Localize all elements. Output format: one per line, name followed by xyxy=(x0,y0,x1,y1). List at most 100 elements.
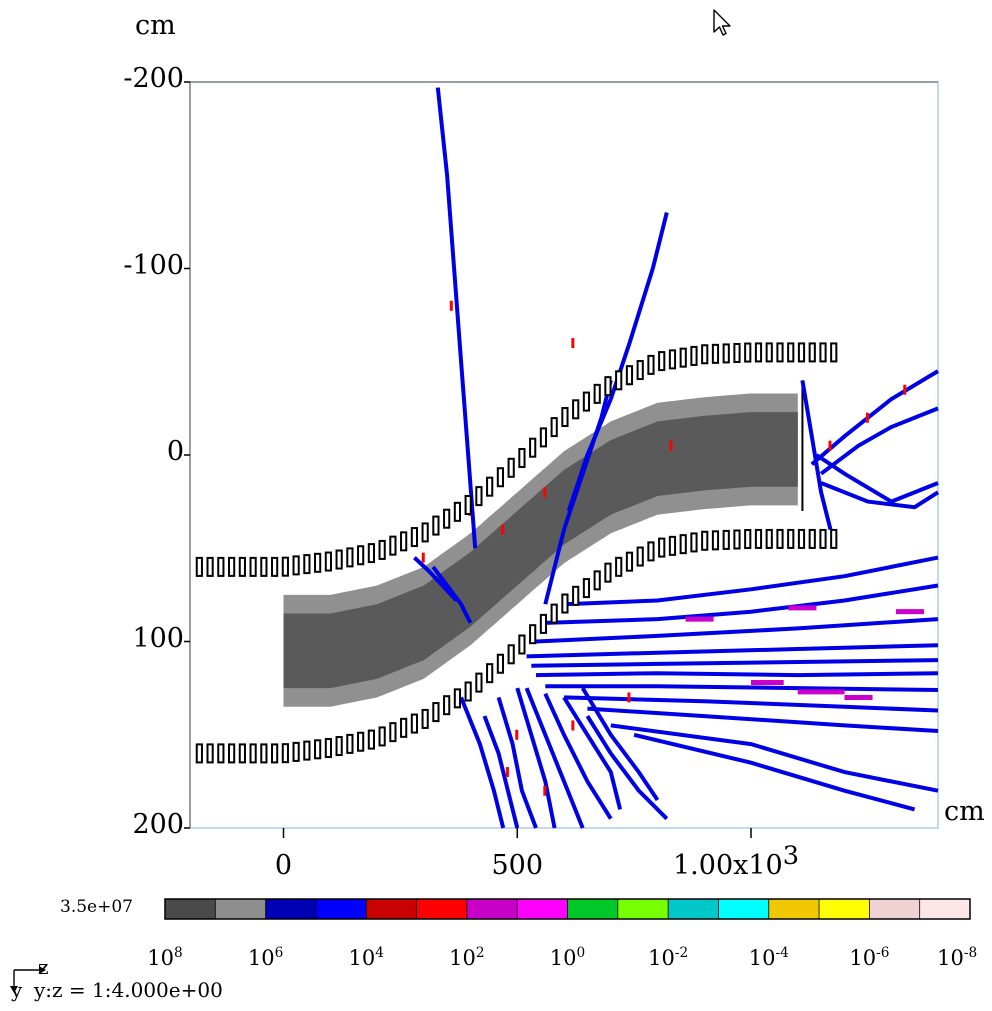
magnet-block-lower xyxy=(443,695,451,716)
magnet-block-lower xyxy=(539,613,548,634)
particle-track xyxy=(435,87,478,549)
mouse-pointer-icon xyxy=(713,9,731,36)
magnet-block-lower xyxy=(625,551,634,572)
particle-tracks-group xyxy=(413,87,940,829)
magnet-block-lower xyxy=(733,529,741,550)
magnet-block-upper xyxy=(260,556,268,577)
color-scale-swatch xyxy=(919,899,970,919)
magnet-block-lower xyxy=(561,593,569,614)
track-deposit-red xyxy=(543,487,547,498)
track-deposit-red xyxy=(543,785,547,796)
track-deposit-red xyxy=(449,300,453,311)
particle-track xyxy=(526,643,939,659)
orientation-icon-group xyxy=(10,966,46,993)
magnet-block-upper xyxy=(314,552,322,573)
magnet-block-upper xyxy=(400,531,408,552)
magnet-block-lower xyxy=(754,528,763,549)
magnet-block-upper xyxy=(797,342,806,363)
aspect-ratio-label: y:z = 1:4.000e+00 xyxy=(34,978,223,1002)
magnet-block-lower xyxy=(808,528,816,549)
magnet-block-upper xyxy=(453,501,462,522)
particle-track xyxy=(585,715,669,821)
magnet-block-upper xyxy=(432,515,440,536)
magnet-block-upper xyxy=(561,407,569,428)
magnet-block-lower xyxy=(722,529,730,550)
particle-track xyxy=(800,380,833,531)
magnet-block-lower xyxy=(711,530,720,551)
magnet-block-lower xyxy=(572,585,580,606)
magnet-block-lower xyxy=(744,529,752,550)
particle-track xyxy=(563,695,939,713)
magnet-block-upper xyxy=(378,539,386,560)
color-scale-swatch xyxy=(315,899,367,919)
magnet-block-lower xyxy=(389,722,397,743)
magnet-block-lower xyxy=(260,743,268,764)
color-scale-swatch xyxy=(517,899,568,919)
magnet-block-upper xyxy=(711,343,720,364)
magnet-block-upper xyxy=(593,383,601,404)
color-scale-swatch xyxy=(215,899,266,919)
particle-track xyxy=(535,617,939,644)
magnet-block-upper xyxy=(722,343,730,364)
magnet-block-upper xyxy=(281,556,289,577)
magnet-block-lower xyxy=(765,528,773,549)
magnet-block-lower xyxy=(314,739,322,760)
color-scale-swatch xyxy=(265,899,316,919)
magnet-block-lower xyxy=(228,743,236,764)
color-scale-tick-label: 10-8 xyxy=(937,945,978,970)
magnet-block-lower xyxy=(593,570,601,591)
magnet-block-upper xyxy=(690,345,698,366)
magnet-block-upper xyxy=(389,535,397,556)
magnet-block-lower xyxy=(357,731,365,752)
track-deposit-red xyxy=(421,552,425,563)
magnet-block-upper xyxy=(744,342,752,363)
magnet-block-upper xyxy=(357,545,365,566)
particle-track xyxy=(515,687,557,829)
magnet-block-upper xyxy=(765,342,773,363)
magnet-block-lower xyxy=(787,528,795,549)
magnet-block-lower xyxy=(615,556,623,577)
particle-track xyxy=(610,723,939,793)
magnet-block-upper xyxy=(206,556,214,577)
color-scale-swatch xyxy=(165,899,216,919)
color-scale-tick-label: 102 xyxy=(449,945,485,970)
particle-track xyxy=(815,453,939,504)
magnet-block-lower xyxy=(475,672,483,693)
x-tick-label: 500 xyxy=(491,850,544,881)
magnet-block-upper xyxy=(238,556,246,577)
color-scale-tick-label: 108 xyxy=(147,945,183,970)
y-axis-unit: cm xyxy=(135,10,176,41)
z-axis-letter: z xyxy=(38,955,49,979)
color-scale-swatch xyxy=(366,899,417,919)
particle-track xyxy=(496,696,538,829)
magnet-block-upper xyxy=(496,467,505,488)
track-deposit-red xyxy=(865,412,869,423)
color-scale-swatch xyxy=(466,899,518,919)
magnet-block-lower xyxy=(529,624,537,645)
magnet-block-upper xyxy=(658,351,666,372)
color-scale-swatch xyxy=(718,899,769,919)
magnet-block-upper xyxy=(518,447,526,468)
particle-track xyxy=(413,556,458,602)
magnet-block-lower xyxy=(292,741,300,762)
particle-track xyxy=(563,555,939,607)
track-deposit-red xyxy=(669,440,673,451)
magnet-block-lower xyxy=(249,743,257,764)
particle-track xyxy=(431,565,473,624)
magnet-block-lower xyxy=(400,717,408,738)
color-scale-tick-label: 10-2 xyxy=(648,945,689,970)
magnet-block-upper xyxy=(647,354,655,375)
magnet-block-lower xyxy=(432,702,440,723)
track-deposit-red xyxy=(571,338,575,349)
track-deposit-red xyxy=(505,767,509,778)
color-scale-swatch xyxy=(768,899,820,919)
magnet-block-upper xyxy=(615,370,623,391)
particle-track xyxy=(545,583,939,625)
particle-track xyxy=(819,406,939,476)
magnet-block-lower xyxy=(518,634,526,655)
x-tick-label: 0 xyxy=(274,850,293,881)
color-scale-tick-label: 10-4 xyxy=(748,945,789,970)
magnet-block-upper xyxy=(443,508,451,529)
magnet-block-upper xyxy=(249,556,257,577)
